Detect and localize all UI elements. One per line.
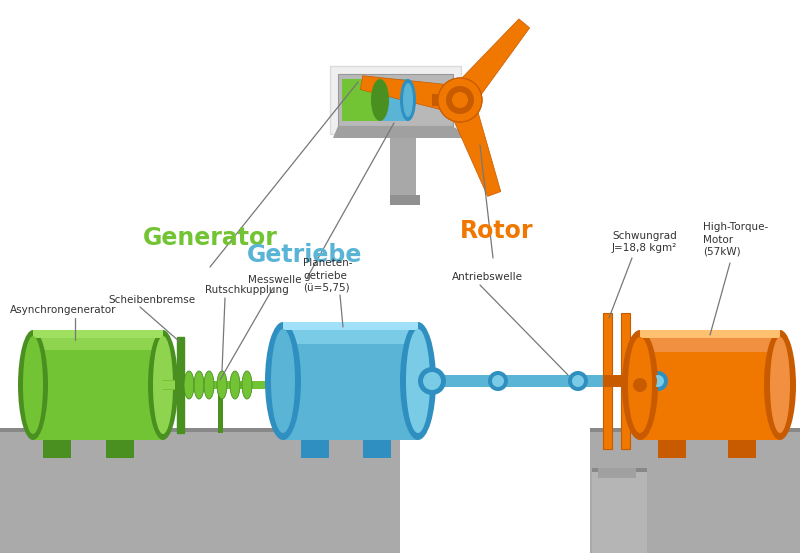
Ellipse shape: [23, 336, 43, 434]
Ellipse shape: [400, 79, 416, 121]
Text: Rotor: Rotor: [460, 219, 534, 243]
Text: Planeten-
getriebe
(ü=5,75): Planeten- getriebe (ü=5,75): [303, 258, 353, 293]
Ellipse shape: [770, 337, 790, 433]
Ellipse shape: [153, 336, 173, 434]
Bar: [184, 381, 283, 389]
Ellipse shape: [148, 330, 178, 440]
Bar: [33, 330, 163, 440]
Bar: [33, 330, 163, 338]
Bar: [728, 440, 756, 458]
Ellipse shape: [18, 330, 48, 440]
Ellipse shape: [628, 337, 652, 433]
Ellipse shape: [371, 79, 389, 121]
Bar: [630, 375, 640, 387]
Bar: [598, 468, 636, 478]
Bar: [640, 330, 780, 338]
Bar: [658, 440, 686, 458]
Bar: [0, 430, 400, 553]
Bar: [603, 313, 612, 449]
Ellipse shape: [418, 367, 446, 395]
Bar: [33, 330, 163, 350]
Ellipse shape: [438, 78, 482, 122]
Bar: [592, 468, 647, 472]
Text: Schwungrad
J=18,8 kgm²: Schwungrad J=18,8 kgm²: [612, 231, 678, 253]
Bar: [604, 375, 630, 387]
Bar: [418, 375, 723, 387]
Ellipse shape: [572, 375, 584, 387]
Ellipse shape: [652, 375, 664, 387]
Ellipse shape: [452, 92, 468, 108]
Text: Messwelle: Messwelle: [248, 275, 302, 285]
Bar: [640, 330, 780, 440]
Ellipse shape: [633, 378, 647, 392]
Bar: [410, 195, 415, 205]
Bar: [390, 195, 395, 205]
Ellipse shape: [423, 372, 441, 390]
Bar: [283, 322, 418, 440]
Polygon shape: [447, 95, 501, 196]
Text: High-Torque-
Motor
(57kW): High-Torque- Motor (57kW): [703, 222, 768, 257]
Bar: [43, 440, 71, 458]
Ellipse shape: [269, 371, 297, 399]
Ellipse shape: [194, 371, 204, 399]
Ellipse shape: [633, 369, 657, 393]
Ellipse shape: [230, 371, 240, 399]
Ellipse shape: [406, 329, 430, 433]
Text: Antriebswelle: Antriebswelle: [452, 272, 523, 282]
Ellipse shape: [638, 374, 652, 388]
Bar: [338, 74, 453, 126]
Bar: [592, 470, 647, 553]
Bar: [415, 195, 420, 205]
Bar: [395, 195, 400, 205]
Bar: [640, 330, 780, 352]
Bar: [390, 138, 416, 203]
Ellipse shape: [400, 322, 436, 440]
Ellipse shape: [184, 371, 194, 399]
Bar: [0, 428, 400, 432]
Ellipse shape: [568, 371, 588, 391]
Ellipse shape: [488, 371, 508, 391]
Bar: [283, 322, 418, 330]
Bar: [218, 383, 223, 433]
Polygon shape: [450, 19, 530, 109]
Bar: [380, 79, 408, 121]
Text: Rutschkupplung: Rutschkupplung: [205, 285, 289, 295]
Ellipse shape: [217, 371, 227, 399]
Ellipse shape: [764, 330, 796, 440]
Polygon shape: [333, 126, 472, 138]
Text: Asynchrongenerator: Asynchrongenerator: [10, 305, 117, 315]
Ellipse shape: [622, 330, 658, 440]
Text: Getriebe: Getriebe: [247, 243, 362, 267]
Ellipse shape: [492, 375, 504, 387]
Ellipse shape: [648, 371, 668, 391]
Ellipse shape: [271, 329, 295, 433]
Ellipse shape: [242, 371, 252, 399]
Bar: [163, 381, 175, 389]
Text: Generator: Generator: [142, 226, 278, 250]
Bar: [590, 428, 800, 432]
Bar: [342, 79, 380, 121]
Polygon shape: [360, 76, 462, 114]
Ellipse shape: [446, 86, 474, 114]
Ellipse shape: [274, 376, 292, 394]
Text: Scheibenbremse: Scheibenbremse: [108, 295, 195, 305]
Ellipse shape: [452, 92, 468, 108]
Ellipse shape: [204, 371, 214, 399]
Bar: [432, 94, 454, 106]
Ellipse shape: [265, 322, 301, 440]
Bar: [177, 337, 184, 433]
Bar: [163, 380, 175, 390]
Bar: [363, 440, 391, 458]
Ellipse shape: [446, 86, 474, 114]
Bar: [301, 440, 329, 458]
Bar: [590, 430, 800, 553]
Bar: [400, 195, 405, 205]
Ellipse shape: [438, 78, 482, 122]
Ellipse shape: [403, 83, 413, 117]
Bar: [405, 195, 410, 205]
Bar: [106, 440, 134, 458]
Bar: [330, 66, 461, 134]
Bar: [283, 322, 418, 344]
Bar: [621, 313, 630, 449]
